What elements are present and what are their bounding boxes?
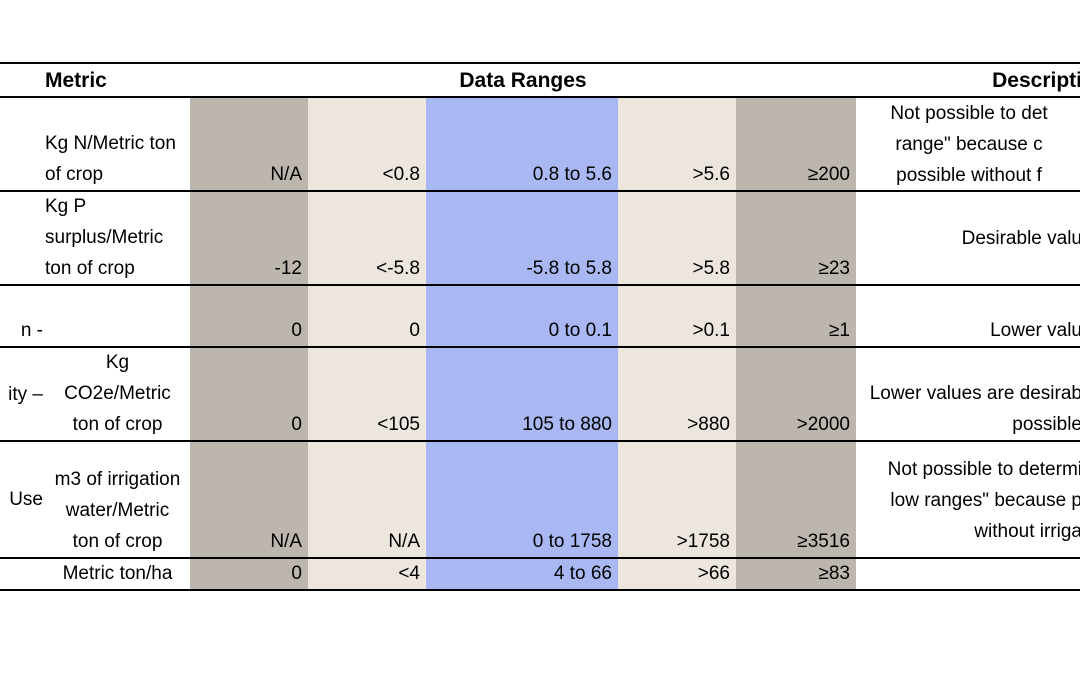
very-high-range-cell: ≥23	[736, 192, 856, 284]
high-range-cell: >66	[618, 559, 736, 589]
table-row: Metric ton/ha 0 <4 4 to 66 >66 ≥83	[0, 559, 1080, 591]
row-description	[856, 559, 1080, 589]
low-range-cell: <-5.8	[308, 192, 426, 284]
row-unit	[45, 286, 190, 346]
very-high-range-cell: ≥1	[736, 286, 856, 346]
row-unit: Kg N/Metric ton of crop	[45, 133, 176, 185]
desirable-range-cell: 0 to 0.1	[426, 286, 618, 346]
row-unit: Metric ton/ha	[62, 563, 173, 584]
very-high-range-cell: ≥83	[736, 559, 856, 589]
low-range-cell: <105	[308, 348, 426, 440]
row-unit: Kg P surplus/Metric ton of crop	[45, 196, 164, 279]
data-ranges-header: Data Ranges	[459, 69, 587, 92]
row-label: Use	[9, 489, 43, 510]
high-range-cell: >0.1	[618, 286, 736, 346]
table-row: Use m3 of irrigation water/Metric ton of…	[0, 442, 1080, 559]
high-range-cell: >5.8	[618, 192, 736, 284]
row-label	[0, 192, 43, 284]
row-label	[0, 98, 43, 190]
low-range-cell: <4	[308, 559, 426, 589]
table-row: Kg N/Metric ton of crop N/A <0.8 0.8 to …	[0, 98, 1080, 192]
row-description: Lower valu	[990, 320, 1080, 341]
table-row: ity – Kg CO2e/Metric ton of crop 0 <105 …	[0, 348, 1080, 442]
row-description: Desirable valu	[961, 227, 1080, 249]
desirable-range-cell: -5.8 to 5.8	[426, 192, 618, 284]
very-high-range-cell: >2000	[736, 348, 856, 440]
row-unit: Kg CO2e/Metric ton of crop	[64, 352, 171, 435]
desirable-range-cell: 0 to 1758	[426, 442, 618, 557]
desirable-range-cell: 4 to 66	[426, 559, 618, 589]
very-high-range-cell: ≥200	[736, 98, 856, 190]
row-label: ity –	[8, 383, 43, 405]
na-range-cell: 0	[190, 559, 308, 589]
row-description: Not possible to det range" because c pos…	[890, 103, 1048, 186]
metric-header: Metric	[45, 69, 107, 92]
na-range-cell: N/A	[190, 442, 308, 557]
low-range-cell: 0	[308, 286, 426, 346]
table-row: n - 0 0 0 to 0.1 >0.1 ≥1 Lower valu	[0, 286, 1080, 348]
description-header: Descripti	[992, 69, 1080, 92]
table-header-row: Metric Data Ranges Descripti	[0, 62, 1080, 98]
row-label	[0, 559, 43, 589]
desirable-range-cell: 0.8 to 5.6	[426, 98, 618, 190]
high-range-cell: >5.6	[618, 98, 736, 190]
row-description: Lower values are desirab possible	[869, 383, 1080, 435]
row-unit: m3 of irrigation water/Metric ton of cro…	[54, 469, 181, 552]
na-range-cell: 0	[190, 348, 308, 440]
table-row: Kg P surplus/Metric ton of crop -12 <-5.…	[0, 192, 1080, 286]
high-range-cell: >880	[618, 348, 736, 440]
row-description: Not possible to determi low ranges" beca…	[887, 459, 1080, 542]
row-label: n -	[20, 320, 43, 341]
very-high-range-cell: ≥3516	[736, 442, 856, 557]
na-range-cell: 0	[190, 286, 308, 346]
na-range-cell: N/A	[190, 98, 308, 190]
na-range-cell: -12	[190, 192, 308, 284]
desirable-range-cell: 105 to 880	[426, 348, 618, 440]
high-range-cell: >1758	[618, 442, 736, 557]
metrics-table: Metric Data Ranges Descripti Kg N/Metric…	[0, 62, 1080, 591]
low-range-cell: N/A	[308, 442, 426, 557]
low-range-cell: <0.8	[308, 98, 426, 190]
